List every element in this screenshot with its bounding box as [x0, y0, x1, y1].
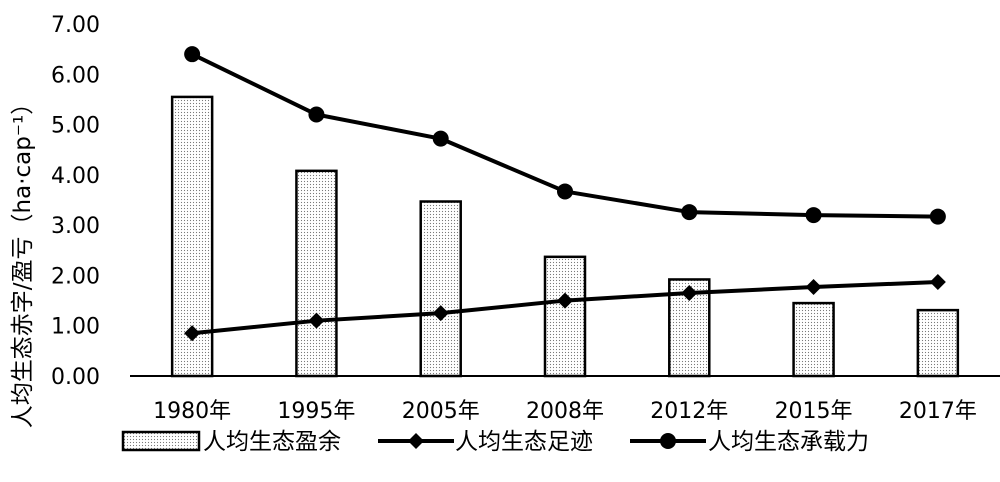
- bar: [916, 308, 960, 378]
- y-tick-label: 1.00: [51, 315, 100, 340]
- x-tick-label: 2015年: [775, 399, 853, 424]
- x-tick-label: 1980年: [153, 399, 231, 424]
- x-tick-label: 2017年: [899, 399, 977, 424]
- data-point: [681, 204, 698, 221]
- legend-label: 人均生态足迹: [455, 429, 593, 455]
- bar: [543, 255, 587, 378]
- y-tick-label: 6.00: [51, 63, 100, 88]
- y-tick-label: 2.00: [51, 264, 100, 289]
- data-point: [805, 207, 822, 224]
- legend-marker: [408, 433, 424, 449]
- legend-label: 人均生态承载力: [708, 429, 869, 455]
- data-point: [432, 130, 449, 147]
- y-tick-label: 5.00: [51, 114, 100, 139]
- y-tick-label: 0.00: [51, 365, 100, 390]
- legend-swatch-bar: [121, 430, 201, 452]
- x-tick-label: 1995年: [277, 399, 355, 424]
- data-point: [805, 278, 822, 295]
- data-point: [432, 305, 449, 322]
- y-axis-label: 人均生态赤字/盈亏（ha·cap⁻¹）: [10, 92, 36, 428]
- data-point: [184, 325, 201, 342]
- x-tick-label: 2008年: [526, 399, 604, 424]
- legend-marker: [660, 433, 676, 449]
- x-tick-label: 2012年: [650, 399, 728, 424]
- data-point: [308, 312, 325, 329]
- data-point: [184, 46, 201, 63]
- data-point: [681, 285, 698, 302]
- data-point: [557, 183, 573, 200]
- bar: [295, 169, 338, 378]
- data-point: [308, 106, 325, 123]
- x-tick-label: 2005年: [402, 399, 480, 424]
- y-axis-title: 人均生态赤字/盈亏（ha·cap⁻¹）: [10, 92, 36, 428]
- legend-label: 人均生态盈余: [203, 429, 341, 455]
- y-tick-label: 7.00: [51, 13, 100, 38]
- bar: [792, 301, 835, 378]
- y-tick-label: 3.00: [51, 214, 100, 239]
- y-tick-label: 4.00: [51, 164, 100, 189]
- bar: [419, 200, 462, 378]
- data-point: [929, 208, 946, 225]
- data-point: [929, 273, 946, 290]
- data-point: [557, 292, 573, 309]
